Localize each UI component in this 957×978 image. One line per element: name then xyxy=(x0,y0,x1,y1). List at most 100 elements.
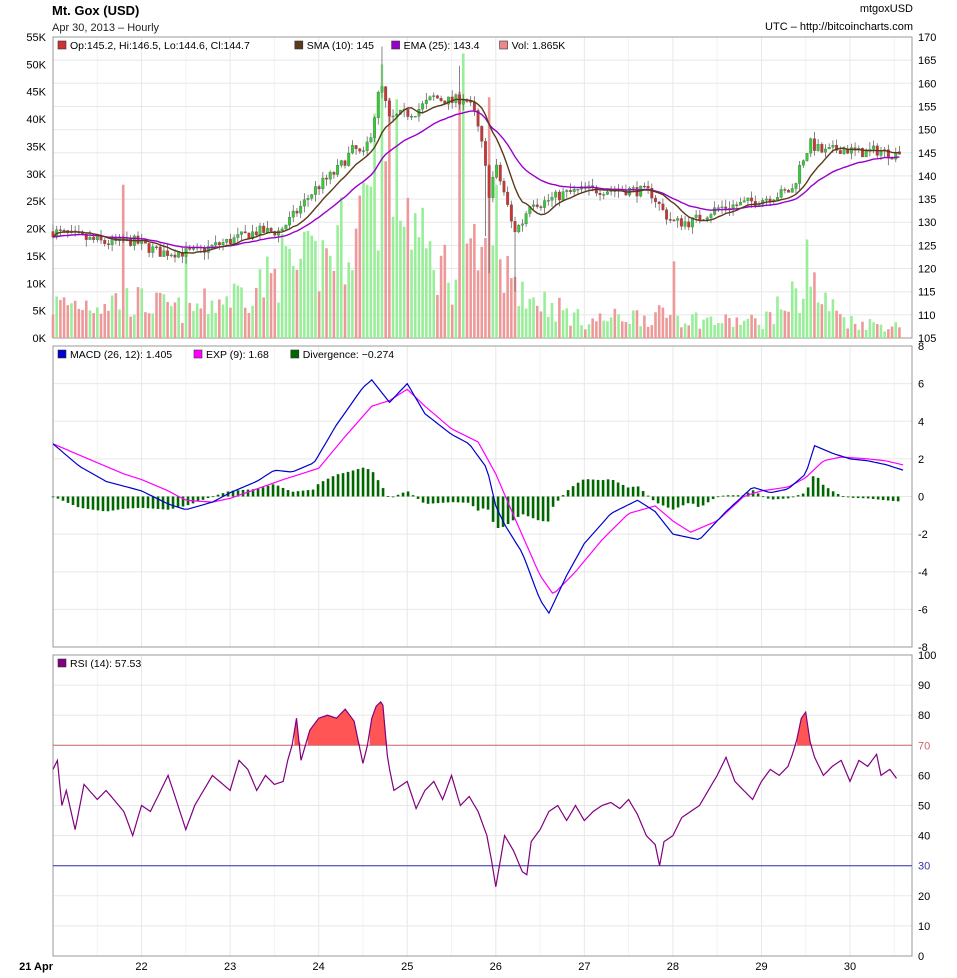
candle-down xyxy=(654,197,657,203)
volume-bar xyxy=(576,308,580,338)
divergence-bar xyxy=(861,496,865,499)
candle-up xyxy=(192,247,195,250)
volume-bar xyxy=(439,255,443,338)
volume-bar xyxy=(506,255,509,338)
volume-bar xyxy=(295,269,299,338)
volume-bar xyxy=(650,325,654,338)
divergence-bar xyxy=(646,495,650,497)
candle-down xyxy=(136,235,140,244)
divergence-bar xyxy=(841,496,845,497)
volume-bar xyxy=(225,296,229,338)
candle-up xyxy=(210,244,214,247)
divergence-bar xyxy=(206,496,210,499)
divergence-bar xyxy=(661,496,665,506)
candle-up xyxy=(177,252,181,258)
candle-up xyxy=(546,200,550,202)
volume-bar xyxy=(421,207,424,338)
volume-bar xyxy=(428,241,432,338)
candle-down xyxy=(502,180,506,193)
volume-bar xyxy=(343,284,347,338)
candle-up xyxy=(517,225,521,233)
volume-bar xyxy=(291,265,295,338)
volume-bar xyxy=(820,304,824,338)
candle-down xyxy=(439,98,443,101)
price-tick-label: 145 xyxy=(918,148,936,160)
divergence-bar xyxy=(711,496,715,500)
volume-bar xyxy=(643,315,646,338)
candle-up xyxy=(432,95,436,97)
divergence-bar xyxy=(366,469,370,497)
candle-down xyxy=(557,191,561,201)
divergence-bar xyxy=(516,496,520,517)
candle-down xyxy=(273,231,277,236)
volume-bar xyxy=(258,269,262,338)
macd-tick-label: -2 xyxy=(918,529,928,541)
candle-up xyxy=(842,148,846,154)
volume-bar xyxy=(894,322,898,338)
rsi-tick-label: 90 xyxy=(918,680,930,692)
macd-line xyxy=(52,379,904,615)
x-tick-label: 21 Apr xyxy=(19,961,54,973)
volume-bar xyxy=(336,225,339,338)
candle-up xyxy=(742,200,746,203)
volume-bar xyxy=(99,313,103,338)
divergence-bar xyxy=(831,491,835,497)
volume-bar xyxy=(587,324,591,338)
volume-bar xyxy=(757,324,761,338)
volume-bar xyxy=(539,311,543,338)
divergence-bar xyxy=(601,480,605,497)
macd-legend-swatch xyxy=(290,349,300,359)
volume-bar xyxy=(672,261,676,338)
divergence-bar xyxy=(771,496,775,500)
candle-up xyxy=(831,145,835,148)
candle-up xyxy=(572,189,576,192)
divergence-bar xyxy=(336,474,340,497)
volume-bar xyxy=(524,308,528,338)
divergence-bar xyxy=(381,488,385,497)
volume-bar xyxy=(107,310,110,338)
divergence-bar xyxy=(361,467,365,497)
price-tick-label: 130 xyxy=(918,217,936,229)
divergence-bar xyxy=(451,496,455,503)
candle-down xyxy=(687,221,691,228)
volume-bar xyxy=(299,258,302,338)
divergence-bar xyxy=(756,493,760,497)
candle-up xyxy=(214,242,218,246)
volume-bar xyxy=(218,299,221,338)
divergence-bar xyxy=(261,487,265,497)
rsi-tick-label: 20 xyxy=(918,891,930,903)
divergence-bar xyxy=(501,496,505,527)
volume-bar xyxy=(458,91,461,339)
price-tick-label: 165 xyxy=(918,55,936,67)
volume-bar xyxy=(169,306,173,338)
volume-bar xyxy=(816,302,820,338)
volume-bar xyxy=(872,322,875,338)
volume-bar xyxy=(158,292,162,338)
volume-bar xyxy=(547,316,550,338)
volume-bar xyxy=(728,318,731,338)
divergence-bar xyxy=(816,477,820,497)
volume-bar xyxy=(535,305,539,338)
volume-bar xyxy=(724,314,728,338)
divergence-bar xyxy=(696,496,700,507)
volume-bar xyxy=(376,250,380,338)
candle-down xyxy=(384,86,388,102)
price-tick-label: 155 xyxy=(918,101,936,113)
volume-bar xyxy=(351,270,354,338)
candle-up xyxy=(339,160,343,166)
volume-bar xyxy=(399,220,402,338)
candle-up xyxy=(805,153,809,161)
volume-bar xyxy=(166,301,169,338)
volume-bar xyxy=(665,317,668,338)
divergence-bar xyxy=(766,496,770,499)
volume-bar xyxy=(517,306,521,338)
volume-bar xyxy=(857,329,861,338)
candle-up xyxy=(543,200,547,208)
candle-up xyxy=(302,199,306,207)
macd-tick-label: -8 xyxy=(918,642,928,654)
candle-up xyxy=(306,198,310,200)
volume-bar xyxy=(613,308,617,338)
candle-up xyxy=(798,165,802,184)
rsi-line xyxy=(52,700,897,887)
volume-bar xyxy=(750,314,753,338)
